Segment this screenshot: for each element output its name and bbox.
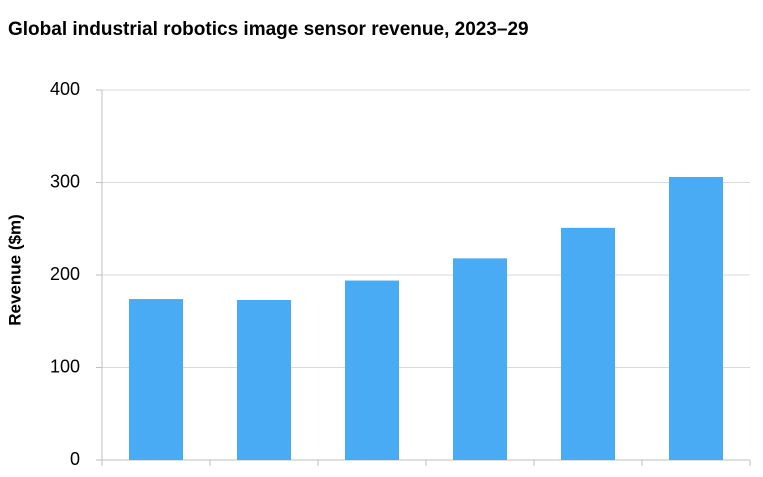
y-tick-label: 0 xyxy=(70,449,80,469)
y-tick-label: 300 xyxy=(50,171,80,191)
y-tick-label: 200 xyxy=(50,264,80,284)
bar xyxy=(345,280,399,460)
chart-title: Global industrial robotics image sensor … xyxy=(8,19,529,40)
bar xyxy=(561,227,615,460)
y-axis-label: Revenue ($m) xyxy=(5,214,24,325)
bar xyxy=(453,258,507,460)
bar xyxy=(129,299,183,460)
y-tick-label: 400 xyxy=(50,79,80,99)
bar xyxy=(237,299,291,460)
y-tick-label: 100 xyxy=(50,356,80,376)
bar xyxy=(669,176,723,460)
